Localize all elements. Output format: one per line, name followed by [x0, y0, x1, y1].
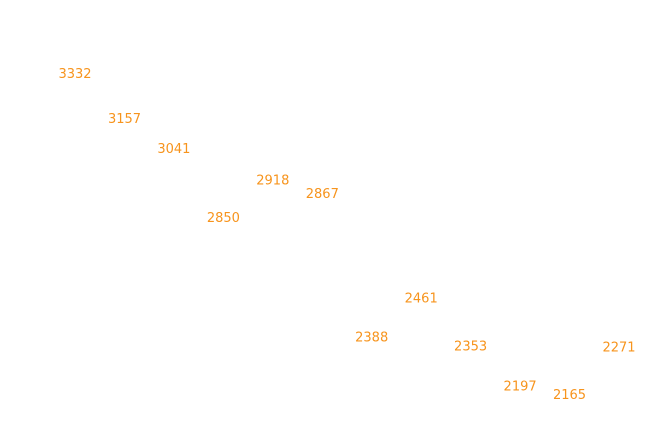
- data-label-6: 2867: [306, 187, 339, 202]
- data-label-11: 2165: [553, 388, 586, 403]
- data-label-2: 3157: [108, 112, 141, 127]
- data-labels: 3332 3157 3041 2850 2918 2867 2388 2461 2353 2197…: [58, 67, 635, 403]
- data-label-4: 2850: [207, 211, 240, 226]
- data-label-3: 3041: [157, 142, 190, 157]
- data-label-10: 2197: [504, 380, 537, 395]
- data-label-12: 2271: [602, 341, 635, 356]
- data-label-5: 2918: [256, 174, 289, 189]
- data-label-7: 2388: [355, 330, 388, 345]
- data-label-8: 2461: [405, 292, 438, 307]
- data-label-1: 3332: [58, 67, 91, 82]
- data-label-9: 2353: [454, 339, 487, 354]
